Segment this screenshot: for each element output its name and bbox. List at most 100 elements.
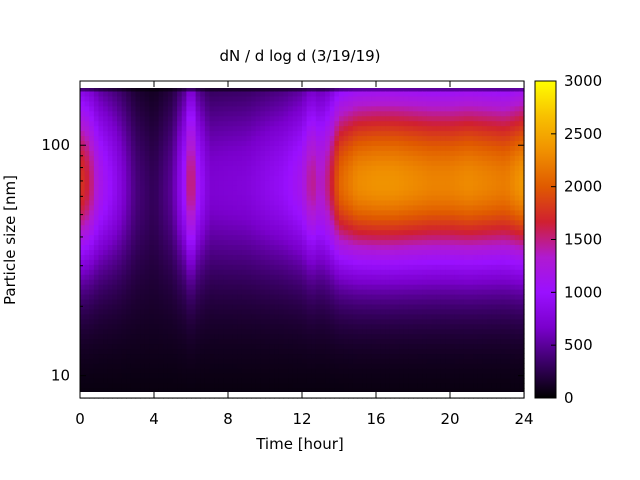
heatmap-cell [343, 160, 349, 166]
heatmap-cell [302, 120, 308, 127]
heatmap-cell [399, 318, 405, 325]
heatmap-cell [163, 308, 169, 315]
heatmap-cell [408, 145, 414, 151]
heatmap-cell [260, 224, 266, 231]
heatmap-cell [362, 284, 368, 290]
heatmap-cell [334, 338, 340, 345]
heatmap-cell [413, 303, 419, 310]
heatmap-cell [436, 279, 442, 285]
heatmap-cell [352, 318, 359, 325]
heatmap-cell [154, 323, 160, 330]
heatmap-cell [408, 170, 414, 176]
heatmap-cell [283, 180, 289, 186]
heatmap-cell [144, 373, 150, 379]
heatmap-cell [107, 160, 113, 166]
heatmap-cell [408, 204, 414, 211]
heatmap-cell [223, 333, 229, 340]
heatmap-cell [117, 214, 123, 221]
heatmap-cell [126, 120, 132, 127]
heatmap-cell [223, 244, 229, 250]
heatmap-cell [385, 313, 391, 320]
heatmap-cell [320, 224, 326, 231]
heatmap-cell [167, 279, 174, 285]
heatmap-cell [306, 155, 312, 161]
heatmap-cell [103, 388, 109, 394]
heatmap-cell [149, 274, 155, 280]
heatmap-cell [371, 224, 377, 231]
heatmap-cell [144, 328, 150, 335]
heatmap-cell [140, 284, 146, 290]
heatmap-cell [394, 125, 400, 132]
heatmap-cell [246, 199, 252, 206]
heatmap-cell [103, 303, 109, 310]
heatmap-cell [80, 120, 86, 127]
heatmap-cell [218, 199, 224, 206]
heatmap-cell [371, 135, 377, 142]
heatmap-cell [348, 180, 354, 186]
heatmap-cell [315, 343, 322, 350]
heatmap-cell [255, 180, 261, 186]
heatmap-cell [191, 199, 197, 206]
heatmap-cell [126, 160, 132, 166]
heatmap-cell [269, 368, 275, 374]
heatmap-cell [130, 378, 137, 384]
heatmap-cell [260, 209, 266, 216]
heatmap-cell [117, 293, 123, 300]
heatmap-cell [223, 130, 229, 137]
heatmap-cell [436, 298, 442, 305]
heatmap-cell [302, 110, 308, 117]
heatmap-cell [186, 170, 192, 176]
heatmap-cell [413, 318, 419, 325]
heatmap-cell [246, 130, 252, 137]
heatmap-cell [315, 259, 322, 265]
heatmap-cell [121, 298, 127, 305]
heatmap-cell [302, 100, 308, 107]
heatmap-cell [292, 249, 298, 255]
heatmap-cell [265, 105, 271, 112]
heatmap-cell [181, 284, 187, 290]
heatmap-cell [117, 368, 123, 374]
heatmap-cell [297, 259, 303, 265]
heatmap-cell [172, 279, 178, 285]
heatmap-cell [311, 239, 317, 246]
heatmap-cell [214, 135, 220, 142]
heatmap-cell [218, 279, 224, 285]
heatmap-cell [362, 254, 368, 260]
heatmap-cell [255, 209, 261, 216]
heatmap-cell [121, 229, 127, 236]
heatmap-cell [130, 135, 137, 142]
heatmap-cell [408, 343, 414, 350]
heatmap-cell [251, 308, 257, 315]
heatmap-cell [246, 175, 252, 181]
heatmap-cell [237, 214, 243, 221]
heatmap-cell [112, 353, 118, 359]
heatmap-cell [380, 274, 386, 280]
heatmap-cell [172, 298, 178, 305]
heatmap-cell [126, 130, 132, 137]
heatmap-cell [274, 373, 280, 379]
heatmap-cell [306, 308, 312, 315]
heatmap-cell [154, 264, 160, 270]
heatmap-cell [292, 199, 298, 206]
heatmap-cell [93, 165, 100, 171]
heatmap-cell [399, 130, 405, 137]
heatmap-cell [371, 358, 377, 364]
heatmap-cell [274, 85, 280, 92]
heatmap-cell [329, 175, 335, 181]
heatmap-cell [283, 234, 289, 241]
heatmap-cell [413, 259, 419, 265]
heatmap-cell [117, 373, 123, 379]
heatmap-cell [167, 175, 174, 181]
heatmap-cell [413, 85, 419, 92]
heatmap-cell [255, 383, 261, 389]
heatmap-cell [144, 180, 150, 186]
heatmap-cell [158, 145, 164, 151]
heatmap-cell [408, 234, 414, 241]
heatmap-cell [311, 170, 317, 176]
heatmap-cell [200, 338, 206, 345]
heatmap-cell [177, 165, 183, 171]
heatmap-cell [399, 229, 405, 236]
heatmap-cell [311, 293, 317, 300]
heatmap-cell [172, 343, 178, 350]
heatmap-cell [408, 303, 414, 310]
